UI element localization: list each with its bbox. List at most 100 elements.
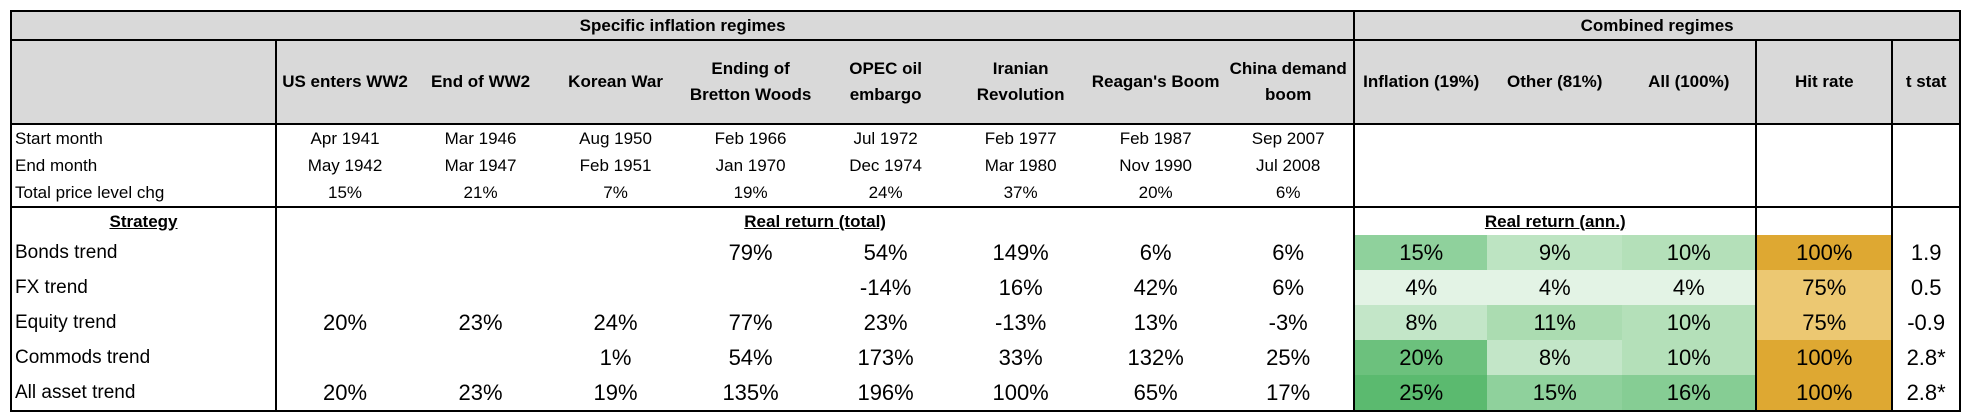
combined-return-value: 8% (1354, 305, 1488, 340)
meta-row-label: Start month (9, 124, 278, 152)
regime-return-value (548, 270, 683, 305)
regime-return-value: 77% (728, 309, 773, 335)
hit-rate-value: 100% (1756, 375, 1894, 412)
regime-return-value: -13% (994, 309, 1047, 335)
empty-cell (1756, 179, 1894, 208)
empty-cell (1892, 152, 1961, 179)
meta-value: 20% (1088, 179, 1224, 208)
specific-regimes-heading: Specific inflation regimes (9, 10, 1355, 41)
regime-return-value: 33% (998, 344, 1043, 370)
meta-value: 15% (276, 179, 414, 208)
regime-return-value: 100% (953, 375, 1089, 412)
combined-return-value: 4% (1622, 270, 1758, 305)
regime-return-value (548, 235, 683, 270)
regime-column-header: OPEC oil embargo (818, 40, 954, 125)
combined-return-value: 16% (1622, 375, 1758, 412)
meta-value: 6% (1223, 179, 1356, 208)
empty-cell (1354, 152, 1487, 179)
regime-column-header: China demand boom (1223, 40, 1356, 125)
meta-value: Feb 1977 (984, 128, 1057, 148)
regime-return-value: 16% (998, 274, 1043, 300)
t-stat-value: 1.9 (1892, 235, 1961, 270)
regime-return-value: 54% (728, 344, 773, 370)
empty-cell (1622, 152, 1758, 179)
empty-cell (1487, 124, 1622, 152)
regime-return-value (413, 340, 548, 375)
combined-column-header: Other (81%) (1487, 40, 1623, 125)
t-stat-column-header: t stat (1892, 40, 1961, 125)
empty-cell (1892, 124, 1961, 152)
meta-row: Total price level chg 15% 21% 7% 19% 24% 37% 20… (9, 179, 1961, 208)
combined-return-value: 15% (1487, 375, 1623, 412)
combined-return-value: 10% (1622, 305, 1758, 340)
strategy-row: Bonds trend 79% 54% 149% 6% 6% 15% 9% 10% 100% 1.9 (9, 235, 1961, 270)
meta-value: Feb 1987 (1119, 128, 1192, 148)
empty-cell (1756, 207, 1894, 235)
meta-value: May 1942 (307, 155, 383, 175)
strategy-label: All asset trend (9, 375, 278, 412)
regime-return-value: 79% (728, 239, 773, 265)
combined-return-value: 10% (1622, 340, 1758, 375)
meta-value: 21% (413, 179, 549, 208)
meta-row-label: End month (9, 152, 278, 179)
regime-return-value: 25% (1223, 340, 1356, 375)
regime-column-header: Ending of Bretton Woods (683, 40, 819, 125)
combined-column-header: All (100%) (1622, 40, 1758, 125)
meta-value: Dec 1974 (849, 155, 922, 175)
regime-return-value: 19% (548, 375, 684, 412)
combined-return-value: 10% (1622, 235, 1758, 270)
regime-return-value: 65% (1088, 375, 1224, 412)
meta-value: Sep 2007 (1223, 124, 1356, 152)
meta-value: Nov 1990 (1119, 155, 1193, 175)
combined-return-value: 25% (1354, 375, 1488, 412)
regime-return-value: -3% (1223, 305, 1356, 340)
strategy-label: Equity trend (9, 305, 278, 340)
combined-return-value: 4% (1354, 270, 1488, 305)
regime-return-value: 23% (413, 375, 549, 412)
t-stat-value: 2.8* (1892, 375, 1961, 412)
meta-value: Mar 1946 (444, 128, 517, 148)
hit-rate-value: 75% (1756, 305, 1894, 340)
section-header-row: Strategy Real return (total) Real return (… (9, 207, 1961, 235)
empty-cell (1892, 179, 1961, 208)
strategy-label: Commods trend (9, 340, 278, 375)
strategy-row: All asset trend 20% 23% 19% 135% 196% 100% 65% 1… (9, 375, 1961, 412)
combined-return-value: 15% (1354, 235, 1488, 270)
strategy-row: Commods trend 1% 54% 173% 33% 132% 25% 20% 8% 10%… (9, 340, 1961, 375)
empty-cell (1354, 179, 1488, 208)
regime-return-value: 6% (1223, 235, 1356, 270)
empty-cell (1892, 207, 1961, 235)
regime-return-value: 54% (863, 239, 908, 265)
corner-header (9, 40, 278, 125)
regime-column-header: Iranian Revolution (953, 40, 1089, 125)
t-stat-value: 0.5 (1892, 270, 1961, 305)
regime-return-value: 6% (1139, 239, 1172, 265)
regime-return-value: 13% (1133, 309, 1178, 335)
regime-return-value: 23% (458, 309, 503, 335)
regime-return-value: 42% (1133, 274, 1178, 300)
real-return-ann-heading: Real return (ann.) (1354, 207, 1758, 235)
regime-return-value: 1% (599, 344, 632, 370)
meta-value: Jul 1972 (853, 128, 918, 148)
combined-return-value: 4% (1487, 270, 1623, 305)
t-stat-value: -0.9 (1892, 305, 1961, 340)
empty-cell (1622, 124, 1758, 152)
empty-cell (1487, 152, 1622, 179)
meta-value: Feb 1951 (579, 155, 652, 175)
meta-value: Jan 1970 (715, 155, 786, 175)
regime-return-value (413, 270, 548, 305)
inflation-regimes-table: Specific inflation regimes Combined regim… (9, 10, 1961, 412)
hit-rate-value: 75% (1756, 270, 1894, 305)
meta-value: 24% (818, 179, 954, 208)
meta-value: Jul 2008 (1223, 152, 1356, 179)
regime-return-value (683, 270, 818, 305)
regime-column-header: US enters WW2 (276, 40, 414, 125)
meta-row: End month May 1942 Mar 1947 Feb 1951 Jan 197… (9, 152, 1961, 179)
regime-column-header: Korean War (548, 40, 684, 125)
meta-value: Feb 1966 (714, 128, 787, 148)
regime-return-value: 23% (863, 309, 908, 335)
strategy-heading: Strategy (9, 207, 278, 235)
empty-cell (1756, 124, 1894, 152)
regime-return-value (413, 235, 548, 270)
regime-column-header: End of WW2 (413, 40, 549, 125)
